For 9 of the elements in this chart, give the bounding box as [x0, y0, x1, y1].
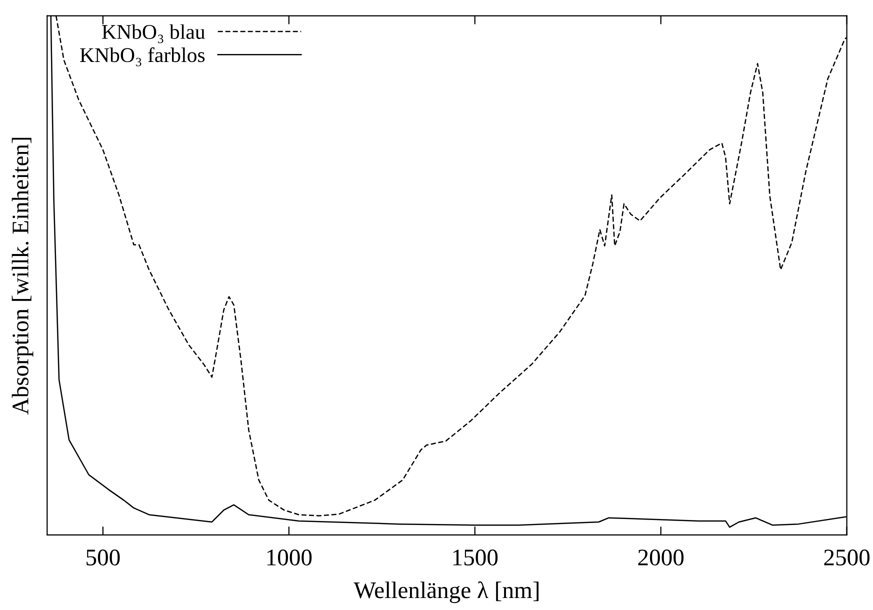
x-tick-label: 1500: [453, 550, 498, 566]
x-tick-label: 2500: [824, 550, 870, 566]
x-tick-label: 1000: [267, 550, 312, 566]
legend-label: KNbO₃ farblos: [80, 47, 205, 66]
x-tick-label: 500: [86, 550, 120, 566]
y-axis-title: Absorption [willk. Einheiten]: [12, 138, 34, 415]
x-tick-label: 2000: [638, 550, 684, 566]
legend-label: KNbO₃ blau: [102, 24, 205, 44]
x-axis-title: Wellenlänge λ [nm]: [354, 581, 538, 604]
